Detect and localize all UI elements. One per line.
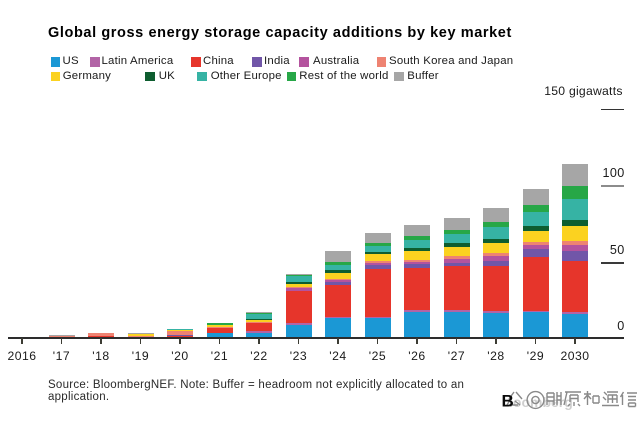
svg-text:loomberg: loomberg <box>509 394 573 410</box>
svg-text:B: B <box>502 392 514 411</box>
